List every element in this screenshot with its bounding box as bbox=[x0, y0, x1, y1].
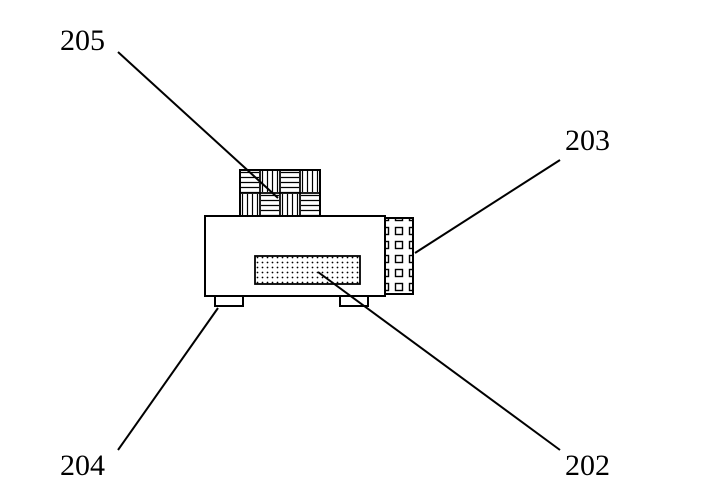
label-tl: 205 bbox=[60, 24, 105, 57]
label-bl: 204 bbox=[60, 449, 105, 482]
right-block bbox=[385, 218, 413, 294]
leader-tr bbox=[415, 160, 560, 253]
leader-bl bbox=[118, 308, 218, 450]
foot-left bbox=[215, 296, 243, 306]
label-tr: 203 bbox=[565, 124, 610, 157]
leader-br bbox=[318, 272, 560, 450]
label-br: 202 bbox=[565, 449, 610, 482]
top-block bbox=[240, 170, 320, 216]
inner-panel bbox=[255, 256, 360, 284]
leader-tl bbox=[118, 52, 278, 198]
